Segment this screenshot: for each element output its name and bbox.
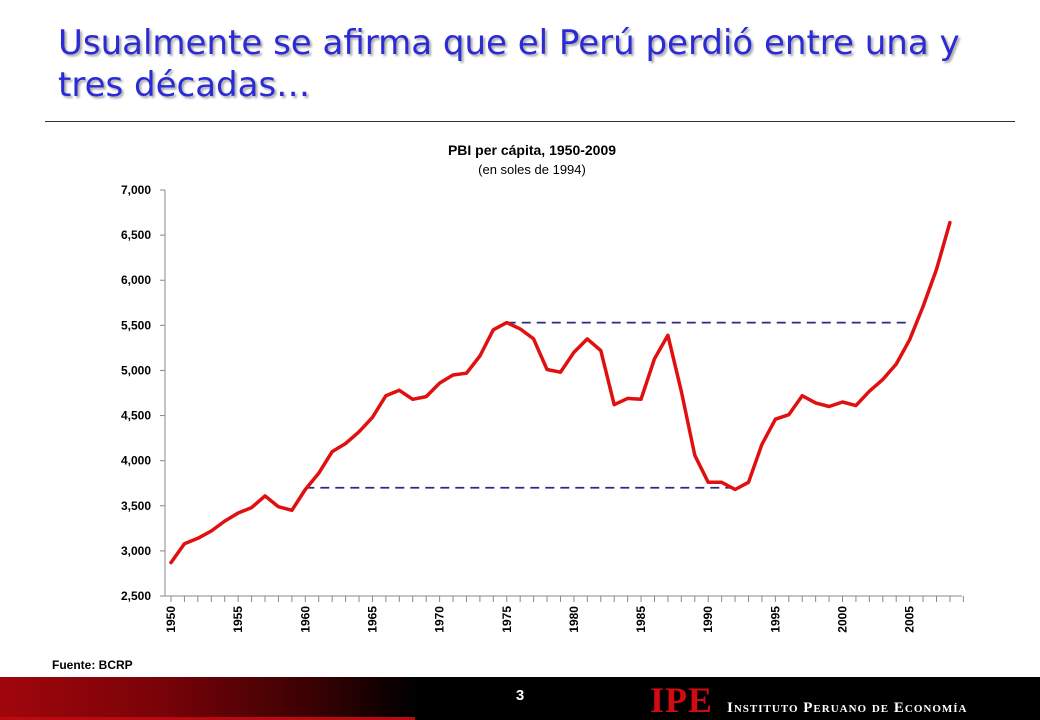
chart-axes: 2,500 3,000 3,500 4,000 4,500 5,000 5,500 6,000…	[121, 183, 964, 633]
x-tick-label: 1955	[231, 606, 245, 633]
y-tick-label: 6,000	[121, 273, 151, 287]
gdp-per-capita-chart: PBI per cápita, 1950-2009 (en soles de 1…	[121, 142, 964, 633]
data-series	[169, 220, 952, 565]
x-tick-label: 1950	[164, 606, 178, 633]
y-tick-label: 5,000	[121, 363, 151, 377]
logo-mark: IPE	[650, 680, 714, 720]
x-tick-label: 1960	[298, 606, 312, 633]
y-tick-label: 3,500	[121, 499, 151, 513]
y-tick-label: 6,500	[121, 228, 151, 242]
x-tick-label: 1975	[500, 606, 514, 633]
title-divider	[45, 121, 1015, 122]
x-tick-label: 1980	[567, 606, 581, 633]
page-number: 3	[515, 687, 525, 704]
source-note: Fuente: BCRP	[52, 658, 133, 672]
ipe-logo: IPE Instituto Peruano de Economía	[650, 680, 968, 720]
x-tick-label: 2000	[836, 606, 850, 633]
chart-subtitle: (en soles de 1994)	[478, 162, 586, 177]
footer-bar	[0, 677, 1040, 720]
y-tick-label: 4,000	[121, 454, 151, 468]
y-tick-label: 7,000	[121, 183, 151, 197]
x-tick-label: 1990	[701, 606, 715, 633]
y-tick-label: 2,500	[121, 589, 151, 603]
gdp-series-line	[169, 220, 952, 565]
x-tick-label: 1965	[365, 606, 379, 633]
reference-lines	[305, 321, 910, 489]
x-tick-label: 1995	[768, 606, 782, 633]
logo-name: Instituto Peruano de Economía	[727, 700, 968, 716]
x-tick-label: 2005	[903, 606, 917, 633]
chart-title: PBI per cápita, 1950-2009	[448, 142, 616, 158]
y-tick-label: 3,000	[121, 544, 151, 558]
slide-title: Usualmente se afirma que el Perú perdió …	[58, 23, 960, 105]
x-tick-label: 1970	[433, 606, 447, 633]
x-tick-label: 1985	[634, 606, 648, 633]
y-tick-label: 5,500	[121, 318, 151, 332]
y-tick-label: 4,500	[121, 409, 151, 423]
